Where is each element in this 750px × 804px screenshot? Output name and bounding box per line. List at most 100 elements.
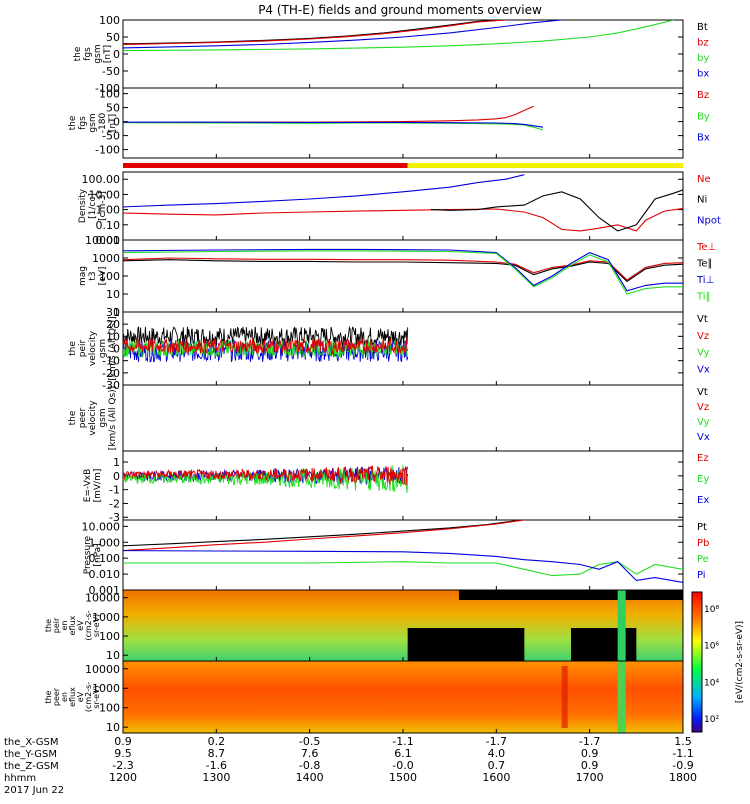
legend-item: Vy <box>697 417 710 428</box>
y-axis-label: the peer en eflux eV (cm2-s-sr-eV) <box>44 682 101 712</box>
y-label-line: peer <box>52 687 61 706</box>
y-tick-label: 1000 <box>92 252 120 265</box>
y-label-line: eflux <box>68 615 77 635</box>
series-bz <box>123 20 506 46</box>
legend-item: Vz <box>697 331 709 342</box>
y-tick-label: -3 <box>109 511 120 524</box>
legend-item: Vx <box>697 432 710 443</box>
legend-item: Vz <box>697 402 709 413</box>
y-tick-label: 100 <box>99 630 120 643</box>
spectrogram-stripe <box>617 661 626 733</box>
y-label-line: [km/s (All Qs)] <box>108 386 118 450</box>
panel-frame <box>122 384 684 452</box>
y-label-line: [eV] <box>98 267 108 286</box>
y-label-line: the <box>68 410 78 425</box>
series-group <box>123 174 683 232</box>
y-tick-label: 10.00 <box>89 188 121 201</box>
y-tick-label: 0.10 <box>96 219 121 232</box>
y-label-line: peir <box>78 339 88 357</box>
ephemeris-value: 0.2 <box>208 735 226 748</box>
legend-item: Pi <box>697 570 706 581</box>
ephemeris-value: 8.7 <box>208 747 226 760</box>
y-tick-label: 10000 <box>85 592 120 605</box>
y-tick-label: 20 <box>106 318 120 331</box>
legend-item: Ti⊥ <box>696 275 714 286</box>
y-label-line: [nT] <box>103 45 113 63</box>
series-Bz <box>123 105 534 123</box>
y-label-line: E=-VxB <box>83 469 93 503</box>
ephemeris-value: -0.8 <box>299 759 320 772</box>
y-label-line: eV <box>76 620 85 631</box>
series-group <box>123 325 409 363</box>
y-label-line: eV <box>76 691 85 702</box>
legend-item: Ex <box>697 495 709 506</box>
ephemeris-value: 0.9 <box>114 735 132 748</box>
y-tick-label: -10 <box>102 355 120 368</box>
chart-title: P4 (TH-E) fields and ground moments over… <box>258 3 542 17</box>
ephemeris-value: 0.9 <box>581 747 599 760</box>
quality-bar <box>123 163 683 168</box>
y-label-line: sr-eV) <box>92 614 101 637</box>
y-axis-label: Pressure [nPa] <box>83 535 103 574</box>
y-tick-label: -100 <box>95 82 120 95</box>
y-tick-label: 50 <box>106 31 120 44</box>
y-axis-label: the peir en eflux eV (cm2-s-sr-eV) <box>44 610 101 640</box>
y-tick-label: 0.100 <box>89 552 121 565</box>
series-Te⊥ <box>123 257 683 281</box>
y-label-line: gsm <box>88 113 98 132</box>
y-tick-label: -20 <box>102 367 120 380</box>
y-label-line: (cm2-s- <box>84 682 93 712</box>
spectrogram-peir_spec: 10000 1000 100 10 the peir en eflux eV (cm2-s-sr-… <box>44 589 684 662</box>
y-tick-label: 50 <box>106 102 120 115</box>
legend-item: Te∥ <box>696 259 713 270</box>
ephemeris-value: -2.3 <box>112 759 133 772</box>
legend-pressure: Pt Pb Pe Pi <box>697 522 709 581</box>
y-label-line: fgs <box>78 116 88 130</box>
legend-item: bz <box>697 38 709 49</box>
y-tick-label: 100 <box>99 270 120 283</box>
series-Npot <box>123 174 525 208</box>
colorbar-label: [eV/(cm2-s-sr-eV)] <box>735 621 745 703</box>
x-tick-label: 1700 <box>576 771 604 784</box>
series-bx <box>123 20 562 49</box>
series-Bt <box>123 20 506 45</box>
y-tick-label: 100 <box>99 14 120 27</box>
series-Ti⊥ <box>123 248 683 292</box>
series-by <box>123 20 674 52</box>
y-tick-label: -50 <box>102 130 120 143</box>
y-tick-label: 0 <box>113 343 120 356</box>
panel-fgs_gsm: 100 50 0 -50 -100 the fgs gsm [nT] Bt bz by bx <box>73 14 709 95</box>
y-tick-label: 10 <box>106 649 120 662</box>
y-tick-label: 0.010 <box>89 568 121 581</box>
ephemeris-value: 1.5 <box>674 735 692 748</box>
y-label-line: [nPa] <box>93 543 103 566</box>
ephemeris-value: 0.9 <box>581 759 599 772</box>
y-axis-label: E=-VxB [mV/m] <box>83 469 103 503</box>
legend-item: Vx <box>697 364 710 375</box>
legend-density: Ne Ni Npot <box>697 174 721 226</box>
series-Pb <box>123 520 525 552</box>
y-label-line: the <box>44 619 53 632</box>
y-label-line: [1/cc] <box>88 193 98 219</box>
x-tick-label: 1600 <box>482 771 510 784</box>
series-group <box>123 105 544 131</box>
y-tick-label: 30 <box>106 306 120 319</box>
legend-item: bx <box>697 69 709 80</box>
x-tick-label: 1500 <box>389 771 417 784</box>
ephemeris-row-label: the_Z-GSM <box>4 761 59 772</box>
ephemeris-value: 0.7 <box>488 759 506 772</box>
y-label-line: the <box>68 341 78 356</box>
y-label-line: the <box>68 115 78 130</box>
legend-item: Ni <box>697 195 707 206</box>
series-group <box>123 248 683 295</box>
y-tick-label: 1 <box>113 456 120 469</box>
y-label-line: en <box>60 621 69 631</box>
ephemeris-row-label: the_X-GSM <box>4 737 58 748</box>
y-label-line: [km/s (All Qs)] <box>108 316 118 380</box>
colorbar-tick-label: 10⁸ <box>704 605 719 615</box>
legend-item: Ey <box>697 474 709 485</box>
series-group <box>123 464 409 493</box>
spectrogram-gap <box>459 590 683 600</box>
